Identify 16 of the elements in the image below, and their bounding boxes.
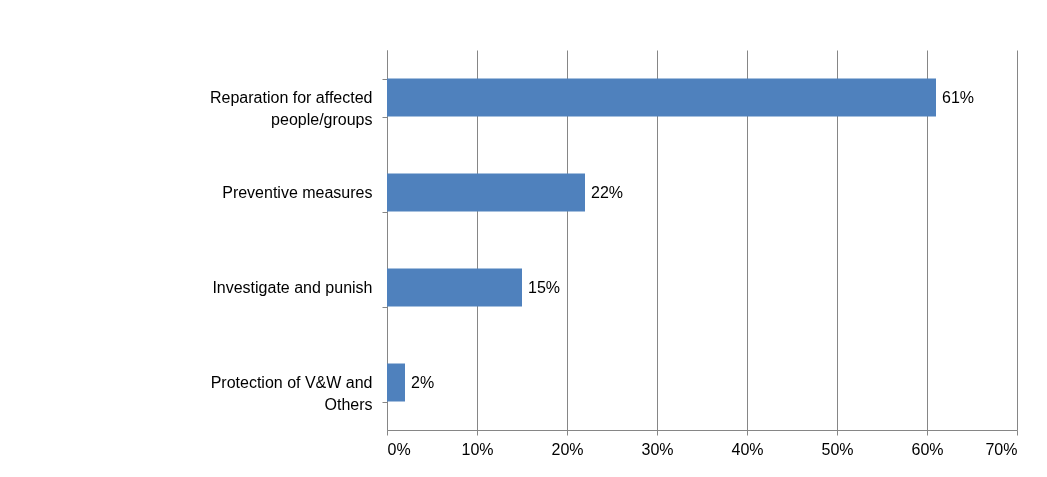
data-label: 61% bbox=[942, 88, 975, 106]
data-label: 15% bbox=[528, 278, 561, 296]
y-tick-label: Reparation for affected people/groups bbox=[210, 89, 373, 128]
y-tick-label: Investigate and punish bbox=[212, 279, 373, 296]
data-label: 22% bbox=[591, 183, 624, 201]
y-tick-label: Preventive measures bbox=[222, 184, 373, 201]
x-tick-label: 50% bbox=[821, 440, 854, 458]
x-tick-label: 20% bbox=[551, 440, 584, 458]
x-tick-label: 70% bbox=[985, 440, 1018, 458]
x-tick-label: 60% bbox=[911, 440, 944, 458]
x-tick-label: 10% bbox=[461, 440, 494, 458]
data-label: 2% bbox=[411, 373, 435, 391]
y-tick-label: Protection of V&W and Others bbox=[210, 374, 373, 413]
x-tick-label: 40% bbox=[731, 440, 764, 458]
x-tick-label: 30% bbox=[641, 440, 674, 458]
x-tick-label: 0% bbox=[387, 440, 411, 458]
